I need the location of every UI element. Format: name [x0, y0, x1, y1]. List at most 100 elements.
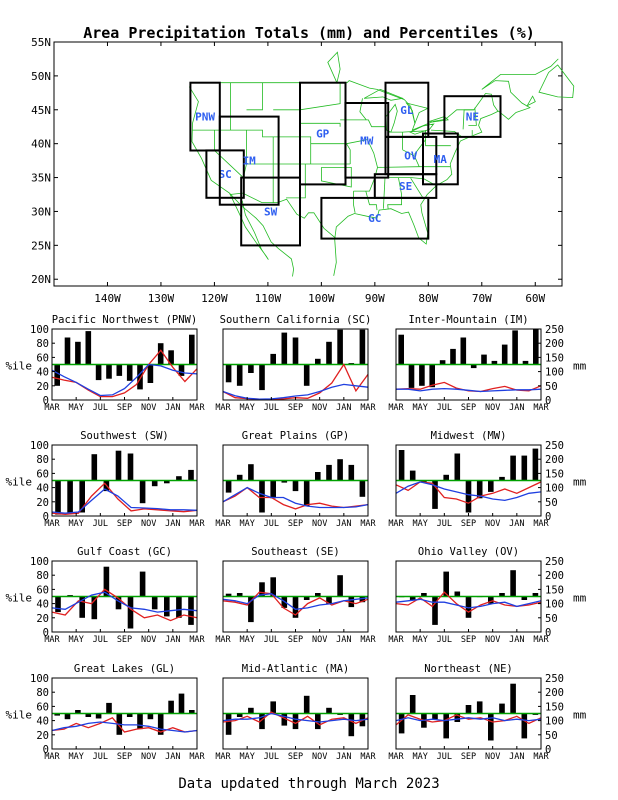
chart-title: Southern California (SC): [220, 314, 372, 326]
y2-axis-label: mm: [573, 709, 587, 722]
percentile-bar: [398, 713, 405, 734]
x-tick-label: MAY: [412, 752, 427, 762]
y-tick-label: 40: [36, 367, 49, 379]
percentile-bar: [225, 364, 232, 383]
lat-label: 55N: [31, 36, 51, 49]
percentile-bar: [454, 591, 461, 597]
x-tick-label: JAN: [165, 752, 180, 762]
region-label-ne: NE: [466, 111, 479, 124]
y-tick-label: 80: [36, 454, 49, 466]
y2-tick-label: 50: [545, 730, 558, 742]
y-axis-label: %ile: [6, 476, 33, 489]
region-chart: Southern California (SC) MAR MAY JUL SEP NOV J…: [215, 314, 376, 413]
state-boundary: [425, 130, 451, 147]
y2-tick-label: 100: [545, 599, 564, 611]
y-tick-label: 100: [30, 673, 49, 685]
baja-coast: [229, 193, 269, 260]
percentile-bar: [521, 596, 528, 600]
percentile-bar: [465, 596, 472, 618]
percentile-bar: [409, 695, 416, 714]
lat-label: 35N: [31, 172, 51, 185]
percentile-bar: [236, 593, 243, 597]
region-chart: Pacific Northwest (PNW) MAR MAY JUL SEP NOV JA…: [6, 314, 206, 413]
y-tick-label: 0: [43, 627, 49, 639]
x-tick-label: SEP: [117, 752, 132, 762]
percentile-bar: [454, 453, 461, 481]
normal-precip-line: [395, 481, 542, 502]
percentile-bar: [348, 596, 355, 608]
x-tick-label: SEP: [288, 519, 303, 529]
map-panel: PNW SC IM SW GP MW GL OV MA NE SE GC 55N 50N 45N 40N 35…: [31, 36, 575, 305]
percentile-bar: [315, 358, 321, 365]
x-tick-label: MAR: [533, 403, 549, 413]
percentile-bar: [439, 360, 446, 365]
region-label-pnw: PNW: [195, 111, 215, 124]
percentile-bar: [532, 593, 539, 597]
lon-label: 120W: [201, 292, 228, 305]
y-tick-label: 80: [36, 338, 49, 350]
percentile-bar: [103, 566, 110, 597]
x-tick-label: JUL: [93, 635, 108, 645]
percentile-bar: [178, 693, 185, 714]
state-boundary: [286, 164, 306, 199]
x-tick-label: MAY: [239, 635, 254, 645]
percentile-bar: [512, 330, 518, 365]
us-canada-border: [196, 80, 499, 131]
x-tick-label: MAR: [533, 752, 549, 762]
x-tick-label: JUL: [93, 752, 108, 762]
percentile-bar: [137, 713, 143, 730]
y2-tick-label: 200: [545, 570, 564, 582]
y-tick-label: 40: [36, 599, 49, 611]
x-tick-label: SEP: [461, 752, 476, 762]
x-tick-label: JUL: [437, 519, 452, 529]
percentile-bar: [85, 331, 92, 365]
y2-tick-label: 150: [545, 584, 564, 596]
east-coastline: [333, 58, 559, 276]
percentile-bar: [359, 480, 366, 497]
x-tick-label: NOV: [485, 635, 500, 645]
x-tick-label: MAR: [388, 635, 404, 645]
region-chart: Great Lakes (GL) MAR MAY JUL SEP NOV JAN MAR 100…: [6, 663, 206, 762]
lat-label: 25N: [31, 239, 51, 252]
percentile-bar: [79, 480, 85, 513]
x-tick-label: MAR: [215, 635, 231, 645]
percentile-bar: [348, 464, 355, 481]
percentile-bar: [259, 582, 265, 597]
y-tick-label: 100: [30, 440, 49, 452]
percentile-bar: [54, 713, 60, 716]
x-tick-label: JUL: [264, 403, 279, 413]
lat-label: 45N: [31, 104, 51, 117]
x-tick-label: SEP: [288, 752, 303, 762]
y-tick-label: 40: [36, 483, 49, 495]
percentile-bar: [398, 450, 405, 481]
percentile-bar: [499, 476, 505, 481]
y2-tick-label: 150: [545, 352, 564, 364]
percentile-bar: [460, 337, 467, 365]
y-tick-label: 80: [36, 570, 49, 582]
percentile-bar: [326, 596, 332, 604]
region-box-mw: [344, 102, 390, 179]
map-outlines: [188, 51, 575, 277]
percentile-bar: [443, 571, 449, 597]
total-precip-line: [222, 363, 369, 401]
footer-note: Data updated through March 2023: [178, 776, 439, 792]
percentile-bar: [236, 474, 243, 481]
percentile-bar: [115, 596, 122, 610]
normal-precip-line: [222, 486, 369, 509]
percentile-bar: [432, 480, 438, 509]
percentile-bar: [303, 695, 310, 714]
percentile-bar: [248, 364, 254, 373]
percentile-bar: [91, 596, 98, 620]
cape-breton: [526, 95, 536, 107]
total-precip-line: [51, 717, 198, 733]
chart-title: Great Lakes (GL): [74, 663, 175, 675]
x-tick-label: MAY: [68, 752, 83, 762]
total-precip-line: [395, 714, 542, 726]
percentile-bar: [398, 334, 404, 365]
percentile-bar: [499, 593, 505, 597]
y2-axis-label: mm: [573, 476, 587, 489]
normal-precip-line: [51, 488, 198, 514]
y2-axis-label: mm: [573, 592, 587, 605]
percentile-bar: [157, 713, 164, 735]
percentile-bar: [315, 472, 321, 481]
